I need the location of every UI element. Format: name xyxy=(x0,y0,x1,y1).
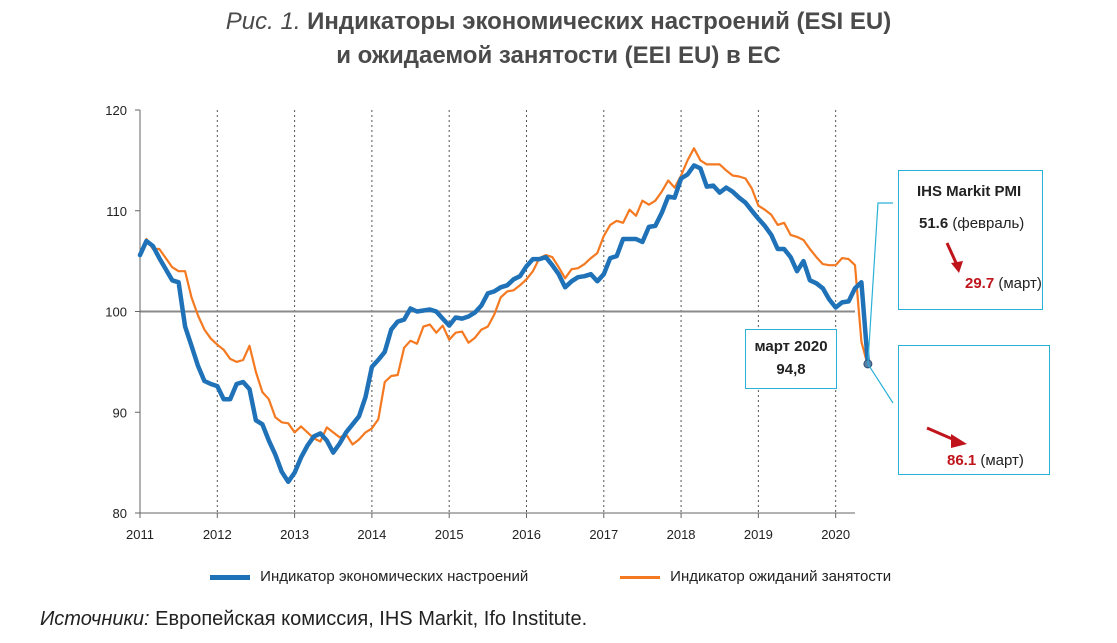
callout-connectors xyxy=(867,202,894,404)
x-tick-label: 2014 xyxy=(357,527,386,542)
down-arrow-icon xyxy=(945,242,963,273)
chart-title-line2: и ожидаемой занятости (EEI EU) в ЕС xyxy=(336,42,781,69)
ifo-connector xyxy=(867,363,894,404)
pmi-mar-label: (март) xyxy=(998,275,1042,292)
x-tick-label: 2017 xyxy=(589,527,618,542)
ifo-mar-label: (март) xyxy=(980,452,1024,469)
y-tick-label: 110 xyxy=(106,204,127,219)
series-line-esi xyxy=(137,163,871,485)
pmi-mar-value: 29.7 xyxy=(965,275,995,292)
series-line-eei xyxy=(138,147,869,446)
x-tick-label: 2011 xyxy=(126,527,154,542)
ifo-mar-value: 86.1 xyxy=(947,452,977,469)
legend-swatch-esi xyxy=(210,574,250,580)
figure-label: Рис. 1. xyxy=(225,8,301,35)
title-text-1: Индикаторы экономических настроений (ESI… xyxy=(307,8,892,35)
march-value: 94,8 xyxy=(776,361,806,378)
legend-eei: Индикатор ожиданий занятости xyxy=(620,568,891,585)
x-tick-label: 2013 xyxy=(280,527,309,542)
x-tick-label: 2016 xyxy=(512,527,541,542)
legend-label-esi: Индикатор экономических настроений xyxy=(260,568,529,585)
axes: 2011 2012 2013 2014 2015 2016 2017 2018 2019 2020… xyxy=(105,103,855,542)
series-lines xyxy=(137,147,873,485)
legend-swatch-eei xyxy=(620,575,660,579)
x-tick-label: 2020 xyxy=(821,527,850,542)
pmi-feb-value: 51.6 xyxy=(919,215,949,232)
grid xyxy=(140,110,855,513)
ifo-mar: 86.1 (март) xyxy=(947,452,1024,469)
ifo-callout: 86.1 (март) xyxy=(898,345,1050,475)
chart-title-line1: Рис. 1. Индикаторы экономических настрое… xyxy=(0,8,1117,36)
march-label: март 2020 xyxy=(754,338,828,355)
y-tick-label: 80 xyxy=(113,506,127,521)
pmi-title: IHS Markit PMI xyxy=(917,183,1022,200)
y-tick-label: 120 xyxy=(105,103,127,118)
pmi-feb: 51.6 (февраль) xyxy=(919,215,1024,232)
source-note: Источники: Европейская комиссия, IHS Mar… xyxy=(40,608,587,631)
march-2020-callout: март 2020 94,8 xyxy=(745,329,837,389)
source-label: Источники: xyxy=(40,608,150,630)
x-tick-label: 2015 xyxy=(435,527,464,542)
pmi-feb-label: (февраль) xyxy=(952,215,1025,232)
pmi-callout: IHS Markit PMI 51.6 (февраль) 29.7 (март… xyxy=(898,170,1043,310)
pmi-connector xyxy=(867,202,893,364)
x-tick-label: 2012 xyxy=(203,527,232,542)
x-tick-label: 2018 xyxy=(667,527,696,542)
legend-label-eei: Индикатор ожиданий занятости xyxy=(670,568,892,585)
y-tick-label: 100 xyxy=(105,305,127,320)
source-text: Европейская комиссия, IHS Markit, Ifo In… xyxy=(155,608,588,630)
legend: Индикатор экономических настроений xyxy=(210,568,528,585)
x-tick-label: 2019 xyxy=(744,527,773,542)
y-tick-label: 90 xyxy=(113,405,127,420)
down-arrow-icon xyxy=(926,426,967,448)
pmi-mar: 29.7 (март) xyxy=(965,275,1042,292)
